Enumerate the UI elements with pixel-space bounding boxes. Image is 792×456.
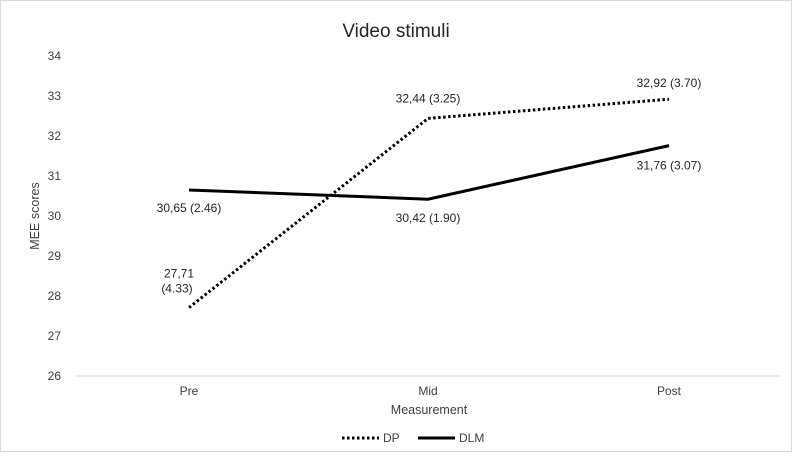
x-axis-label: Measurement bbox=[391, 403, 468, 417]
x-tick-labels: Pre Mid Post bbox=[180, 384, 682, 398]
data-labels: 27,71 (4.33) 32,44 (3.25) 32,92 (3.70) 30,65… bbox=[157, 76, 702, 295]
data-label-dlm: 30,42 (1.90) bbox=[396, 211, 461, 225]
legend-label-dp: DP bbox=[383, 431, 400, 445]
data-label-dp: 27,71 (4.33) bbox=[161, 267, 194, 296]
data-label-dlm: 31,76 (3.07) bbox=[637, 159, 702, 173]
y-tick-label: 33 bbox=[48, 89, 62, 103]
y-tick-label: 30 bbox=[48, 209, 62, 223]
y-tick-label: 27 bbox=[48, 329, 62, 343]
legend: DP DLM bbox=[342, 431, 484, 445]
x-tick-label: Pre bbox=[180, 384, 199, 398]
series-line-dp bbox=[188, 97, 670, 309]
y-tick-label: 31 bbox=[48, 169, 62, 183]
y-tick-label: 32 bbox=[48, 129, 62, 143]
y-tick-labels: 26 27 28 29 30 31 32 33 34 bbox=[48, 49, 62, 383]
legend-label-dlm: DLM bbox=[459, 431, 484, 445]
y-tick-label: 29 bbox=[48, 249, 62, 263]
data-label-dp: 32,92 (3.70) bbox=[637, 76, 702, 90]
series-lines bbox=[188, 97, 670, 309]
x-tick-label: Post bbox=[657, 384, 682, 398]
series-line-dlm bbox=[188, 144, 670, 201]
y-tick-label: 34 bbox=[48, 49, 62, 63]
chart-title: Video stimuli bbox=[342, 21, 449, 42]
data-label-dp: 32,44 (3.25) bbox=[396, 91, 461, 105]
y-tick-label: 26 bbox=[48, 369, 62, 383]
data-label-dlm: 30,65 (2.46) bbox=[157, 201, 222, 215]
y-tick-label: 28 bbox=[48, 289, 62, 303]
x-tick-label: Mid bbox=[418, 384, 437, 398]
y-axis-label: MEE scores bbox=[28, 182, 42, 249]
